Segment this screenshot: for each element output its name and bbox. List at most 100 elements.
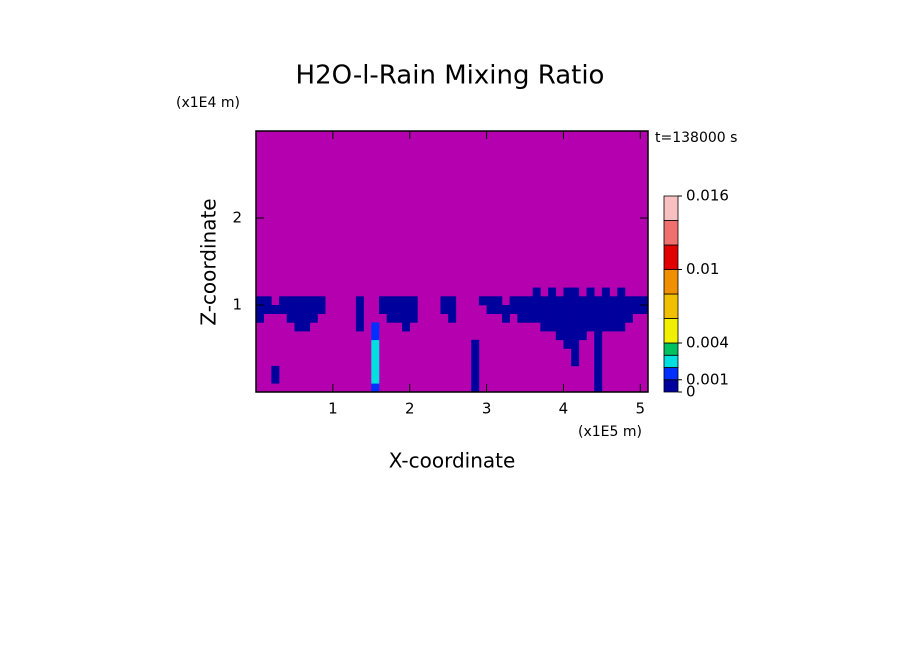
contour-cell	[555, 322, 564, 332]
contour-cell	[486, 296, 495, 306]
contour-cell	[386, 313, 395, 323]
contour-cell	[494, 296, 503, 306]
contour-cell	[548, 287, 557, 297]
contour-cell	[532, 296, 541, 306]
contour-cell	[601, 287, 610, 297]
contour-cell	[371, 322, 380, 332]
contour-cell	[302, 296, 311, 306]
plot-frame	[255, 130, 649, 393]
contour-cell	[256, 305, 264, 314]
contour-cell	[640, 305, 648, 314]
colorbar-box	[663, 269, 679, 295]
contour-cell	[448, 296, 457, 306]
contour-cell	[563, 322, 572, 332]
contour-cell	[309, 305, 318, 314]
contour-cell	[402, 305, 411, 314]
contour-cell	[609, 313, 618, 323]
y-multiplier: (x1E4 m)	[176, 95, 240, 111]
contour-cell	[302, 313, 311, 323]
contour-cell	[563, 313, 572, 323]
contour-cell	[256, 313, 264, 323]
contour-cell	[571, 287, 580, 297]
contour-cell	[609, 305, 618, 314]
contour-cell	[509, 305, 518, 314]
contour-cell	[571, 322, 580, 332]
contour-cell	[594, 339, 603, 349]
contour-cell	[317, 305, 326, 314]
contour-cell	[578, 296, 587, 306]
contour-cell	[571, 313, 580, 323]
contour-cell	[617, 313, 626, 323]
contour-cell	[409, 296, 418, 306]
colorbar-box	[663, 220, 679, 246]
contour-cell	[594, 357, 603, 367]
contour-cell	[378, 296, 387, 306]
contour-cell	[394, 313, 403, 323]
contour-cell	[263, 305, 272, 314]
colorbar-box	[663, 244, 679, 270]
contour-cell	[355, 305, 364, 314]
contour-cell	[371, 383, 380, 392]
contour-cell	[594, 374, 603, 384]
colorbar-box	[663, 293, 679, 319]
contour-cell	[402, 313, 411, 323]
contour-cell	[586, 296, 595, 306]
contour-cell	[578, 322, 587, 332]
contour-cell	[624, 305, 633, 314]
contour-cell	[525, 305, 534, 314]
contour-cell	[555, 296, 564, 306]
contour-cell	[371, 348, 380, 358]
contour-cell	[601, 322, 610, 332]
contour-cell	[548, 313, 557, 323]
colorbar-tick-label: 0	[686, 383, 696, 401]
contour-cell	[317, 296, 326, 306]
contour-cell	[548, 296, 557, 306]
contour-cell	[540, 322, 549, 332]
colorbar-tick-label: 0.004	[686, 334, 729, 352]
contour-cell	[555, 305, 564, 314]
x-tick-label: 4	[559, 400, 569, 418]
contour-cell	[386, 305, 395, 314]
contour-cell	[371, 339, 380, 349]
contour-cell	[402, 296, 411, 306]
contour-cell	[355, 296, 364, 306]
contour-cell	[409, 305, 418, 314]
contour-cell	[571, 296, 580, 306]
contour-cell	[486, 305, 495, 314]
contour-cell	[532, 305, 541, 314]
contour-cell	[263, 296, 272, 306]
contour-cell	[471, 374, 480, 384]
contour-cell	[601, 313, 610, 323]
contour-cell	[632, 305, 641, 314]
contour-cell	[509, 296, 518, 306]
contour-cell	[409, 313, 418, 323]
contour-cell	[594, 313, 603, 323]
contour-cell	[271, 374, 280, 384]
contour-cell	[271, 365, 280, 375]
contour-cell	[594, 296, 603, 306]
contour-cell	[586, 313, 595, 323]
contour-cell	[594, 383, 603, 392]
contour-cell	[555, 313, 564, 323]
contour-cell	[578, 331, 587, 341]
x-tick-label: 5	[636, 400, 646, 418]
y-axis-label: Z-coordinate	[197, 198, 221, 325]
contour-cell	[578, 313, 587, 323]
contour-cell	[302, 305, 311, 314]
contour-cell	[525, 296, 534, 306]
contour-cell	[601, 305, 610, 314]
x-axis-label: X-coordinate	[389, 449, 516, 473]
contour-cell	[563, 331, 572, 341]
contour-cell	[471, 383, 480, 392]
contour-cell	[309, 313, 318, 323]
contour-cell	[501, 305, 510, 314]
contour-cell	[371, 357, 380, 367]
contour-cell	[440, 296, 449, 306]
contour-cell	[517, 305, 526, 314]
contour-cell	[478, 296, 487, 306]
field-background	[256, 131, 648, 392]
contour-cell	[601, 296, 610, 306]
contour-cell	[563, 287, 572, 297]
x-tick-label: 1	[328, 400, 338, 418]
